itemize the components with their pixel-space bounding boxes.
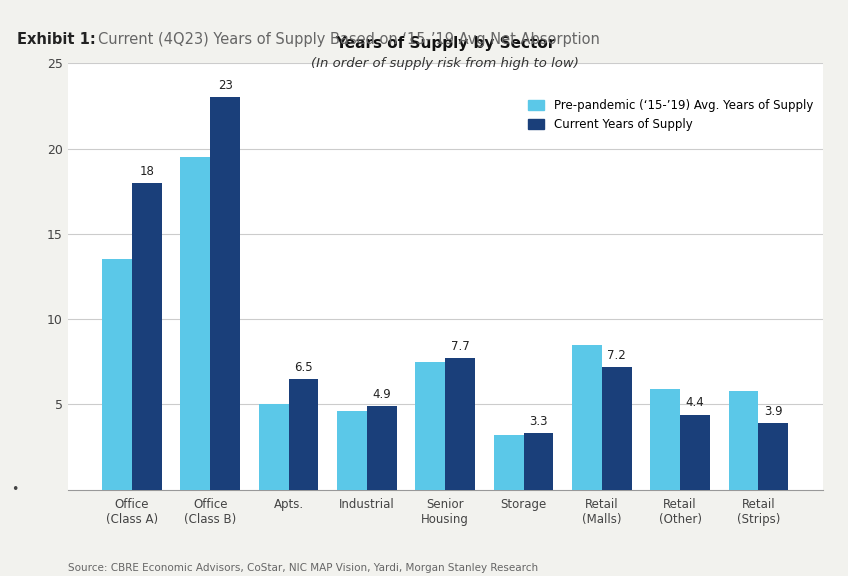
Bar (367, 406, 397, 490)
Legend: Pre-pandemic (‘15-’19) Avg. Years of Supply, Current Years of Supply: Pre-pandemic (‘15-’19) Avg. Years of Sup… (527, 99, 813, 131)
Bar (728, 391, 758, 490)
Text: 4.9: 4.9 (372, 388, 391, 401)
Bar (259, 404, 288, 490)
Text: Exhibit 1:: Exhibit 1: (17, 32, 96, 47)
Bar (210, 97, 240, 490)
Bar (445, 358, 475, 490)
Text: •: • (11, 483, 19, 496)
Bar (416, 362, 445, 490)
Bar (181, 157, 210, 490)
Text: 7.7: 7.7 (450, 340, 470, 353)
Bar (758, 423, 789, 490)
Bar (494, 435, 523, 490)
Bar (523, 433, 553, 490)
Text: 4.4: 4.4 (686, 396, 705, 410)
Bar (102, 259, 132, 490)
Bar (288, 379, 318, 490)
Text: 7.2: 7.2 (607, 348, 626, 362)
Bar (680, 415, 710, 490)
Text: Source: CBRE Economic Advisors, CoStar, NIC MAP Vision, Yardi, Morgan Stanley Re: Source: CBRE Economic Advisors, CoStar, … (68, 563, 538, 573)
Bar (338, 411, 367, 490)
Text: 6.5: 6.5 (294, 361, 313, 374)
Text: (In order of supply risk from high to low): (In order of supply risk from high to lo… (311, 57, 579, 70)
Text: 23: 23 (218, 79, 232, 92)
Text: Current (4Q23) Years of Supply Based on ‘15-’19 Avg Net Absorption: Current (4Q23) Years of Supply Based on … (98, 32, 600, 47)
Text: 18: 18 (139, 165, 154, 177)
Bar (132, 183, 162, 490)
Text: 3.9: 3.9 (764, 405, 783, 418)
Bar (650, 389, 680, 490)
Text: Years of Supply by Sector: Years of Supply by Sector (335, 36, 555, 51)
Bar (572, 344, 602, 490)
Text: 3.3: 3.3 (529, 415, 548, 428)
Bar (602, 367, 632, 490)
